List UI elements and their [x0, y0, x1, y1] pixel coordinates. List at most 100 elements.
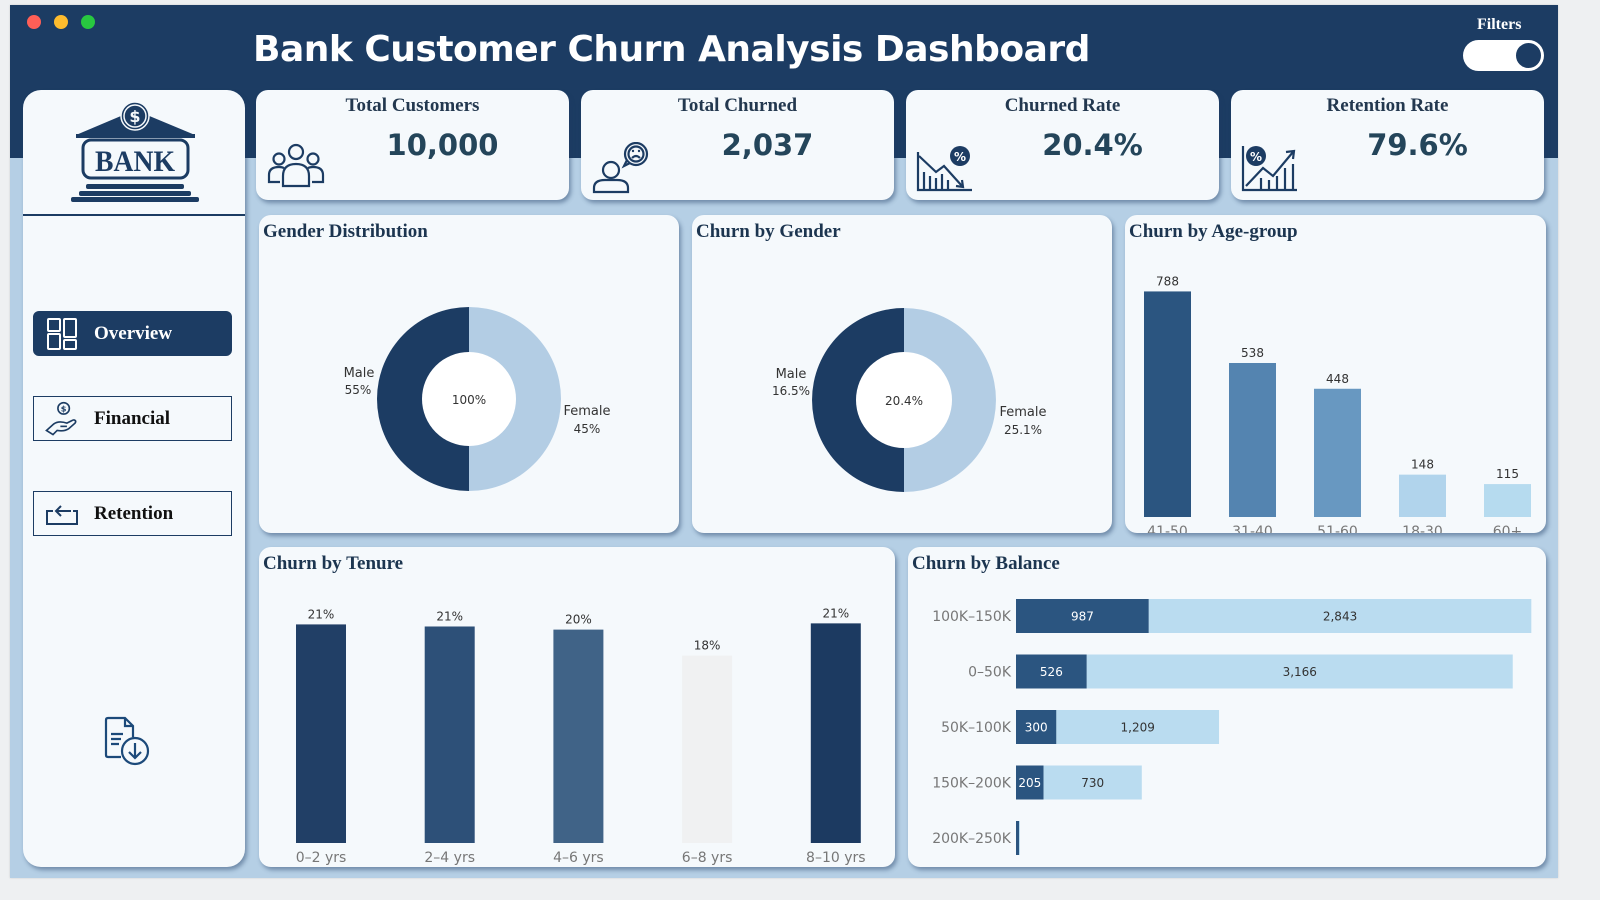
- nav-financial-label: Financial: [94, 407, 171, 429]
- kpi-total-customers: Total Customers 10,000: [256, 90, 569, 200]
- svg-text:%: %: [1250, 150, 1262, 164]
- bar-segment-retained[interactable]: [1148, 599, 1532, 633]
- slice-label-female: Female: [563, 404, 610, 419]
- nav-financial-button[interactable]: $ Financial: [33, 396, 232, 441]
- hand-money-icon: $: [44, 401, 80, 437]
- bar-segment-churned[interactable]: [1016, 599, 1149, 633]
- bar-segment-retained[interactable]: [1043, 765, 1142, 800]
- svg-text:$: $: [61, 403, 67, 413]
- bar-value-label: 21%: [308, 607, 335, 621]
- slice-value-female: 25.1%: [1004, 423, 1042, 437]
- nav-overview-label: Overview: [94, 322, 173, 344]
- x-axis-tick-label: 6–8 yrs: [682, 850, 733, 866]
- window-minimize-button[interactable]: [54, 15, 68, 29]
- bar-4-6-yrs[interactable]: [553, 629, 604, 843]
- bar-2-4-yrs[interactable]: [424, 626, 475, 843]
- bar-value-label: 20%: [565, 613, 592, 627]
- x-axis-tick-label: 0–2 yrs: [296, 850, 347, 866]
- nav-overview-button[interactable]: Overview: [33, 311, 232, 356]
- bar-6-8-yrs[interactable]: [682, 655, 733, 843]
- panel-title: Churn by Gender: [696, 221, 841, 242]
- churn-by-gender-panel: Churn by Gender 20.4% Male 16.5% Female …: [692, 215, 1112, 533]
- logo-divider: [23, 214, 245, 216]
- bar-segment-retained[interactable]: [1019, 821, 1020, 855]
- kpi-title: Total Churned: [677, 95, 798, 116]
- document-download-icon[interactable]: [103, 715, 153, 767]
- bar-segment-churned[interactable]: [1016, 710, 1057, 744]
- chart-growth-percent-icon: %: [1241, 146, 1297, 192]
- y-axis-tick-label: 100K–150K: [932, 609, 1012, 625]
- bar-segment-label: 2,843: [1323, 610, 1357, 624]
- x-axis-tick-label: 31-40: [1232, 524, 1273, 533]
- bar-segment-label: 987: [1071, 610, 1094, 624]
- chart-decline-percent-icon: %: [916, 146, 972, 192]
- bar-segment-label: 526: [1040, 665, 1063, 679]
- kpi-value: 10,000: [386, 128, 499, 162]
- x-axis-tick-label: 2–4 yrs: [424, 850, 475, 866]
- bar-segment-churned[interactable]: [1016, 654, 1087, 689]
- bar-value-label: 21%: [436, 609, 463, 623]
- churn-by-tenure-chart: 21% 0–2 yrs 21% 2–4 yrs 20% 4–6 yrs 18% 6–8 yrs…: [296, 606, 866, 866]
- y-axis-tick-label: 50K–100K: [941, 720, 1012, 736]
- bar-value-label: 21%: [822, 606, 849, 620]
- gender-distribution-chart: 100% Male 55% Female 45%: [344, 307, 611, 491]
- x-axis-tick-label: 8–10 yrs: [806, 850, 866, 866]
- bar-0-2-yrs[interactable]: [296, 624, 346, 843]
- bar-51-60[interactable]: [1314, 388, 1361, 517]
- bar-value-label: 448: [1326, 372, 1349, 386]
- window-maximize-button[interactable]: [81, 15, 95, 29]
- kpi-title: Churned Rate: [1004, 95, 1121, 116]
- donut-hole: [856, 352, 952, 448]
- page-title: Bank Customer Churn Analysis Dashboard: [253, 29, 1090, 70]
- bar-31-40[interactable]: [1229, 362, 1276, 517]
- panel-title: Churn by Tenure: [263, 553, 404, 574]
- bar-41-50[interactable]: [1144, 291, 1191, 517]
- x-axis-tick-label: 51-60: [1317, 524, 1358, 533]
- panel-title: Gender Distribution: [263, 221, 428, 242]
- kpi-total-churned: Total Churned 2,037: [581, 90, 894, 200]
- churn-by-balance-chart: 100K–150K 987 2,843 0–50K 526 3,166 50K–100K 30…: [932, 599, 1532, 855]
- kpi-value: 79.6%: [1367, 128, 1468, 162]
- slice-label-female: Female: [999, 405, 1046, 420]
- panel-title: Churn by Age-group: [1129, 221, 1298, 242]
- nav-retention-button[interactable]: Retention: [33, 491, 232, 536]
- y-axis-tick-label: 150K–200K: [932, 776, 1012, 792]
- kpi-churned-rate: Churned Rate 20.4% %: [906, 90, 1219, 200]
- bar-segment-retained[interactable]: [1056, 710, 1220, 744]
- gender-distribution-panel: Gender Distribution 100% Male 55% Female…: [259, 215, 679, 533]
- people-group-icon: [267, 143, 325, 188]
- nav-retention-label: Retention: [94, 502, 174, 524]
- donut-center-label: 100%: [452, 393, 486, 407]
- bar-8-10-yrs[interactable]: [810, 623, 861, 843]
- sidebar: $ BANK Overview $ Financial Retention: [23, 90, 245, 867]
- bar-segment-churned[interactable]: [1016, 765, 1044, 800]
- slice-value-female: 45%: [574, 422, 601, 436]
- bar-segment-label: 300: [1025, 721, 1048, 735]
- y-axis-tick-label: 0–50K: [968, 665, 1012, 681]
- bar-value-label: 788: [1156, 274, 1179, 288]
- churn-by-age-group-chart: 788 41-50 538 31-40 448 51-60 148 18-30 115 60+: [1144, 274, 1531, 533]
- slice-label-male: Male: [776, 367, 807, 382]
- bar-60+[interactable]: [1484, 484, 1531, 517]
- bar-segment-retained[interactable]: [1086, 654, 1513, 689]
- kpi-retention-rate: Retention Rate 79.6% %: [1231, 90, 1544, 200]
- kpi-title: Total Customers: [345, 95, 480, 116]
- bar-value-label: 18%: [694, 639, 721, 653]
- bar-18-30[interactable]: [1399, 474, 1446, 517]
- dashboard-window: Bank Customer Churn Analysis Dashboard F…: [10, 5, 1558, 878]
- churn-by-gender-chart: 20.4% Male 16.5% Female 25.1%: [772, 308, 1047, 492]
- filters-toggle[interactable]: [1463, 40, 1544, 71]
- window-close-button[interactable]: [27, 15, 41, 29]
- bar-segment-label: 3,166: [1283, 665, 1317, 679]
- dashboard-grid-icon: [44, 316, 80, 352]
- bar-segment-churned[interactable]: [1016, 821, 1019, 855]
- churn-by-tenure-panel: Churn by Tenure 21% 0–2 yrs 21% 2–4 yrs 20% 4…: [259, 547, 895, 867]
- bank-logo-text: BANK: [95, 145, 176, 178]
- y-axis-tick-label: 200K–250K: [932, 831, 1012, 847]
- churn-by-age-group-panel: Churn by Age-group 788 41-50 538 31-40 448 51…: [1125, 215, 1546, 533]
- kpi-value: 2,037: [721, 128, 814, 162]
- bar-segment-label: 730: [1081, 776, 1104, 790]
- x-axis-tick-label: 60+: [1493, 524, 1523, 533]
- panel-title: Churn by Balance: [912, 553, 1060, 574]
- x-axis-tick-label: 4–6 yrs: [553, 850, 604, 866]
